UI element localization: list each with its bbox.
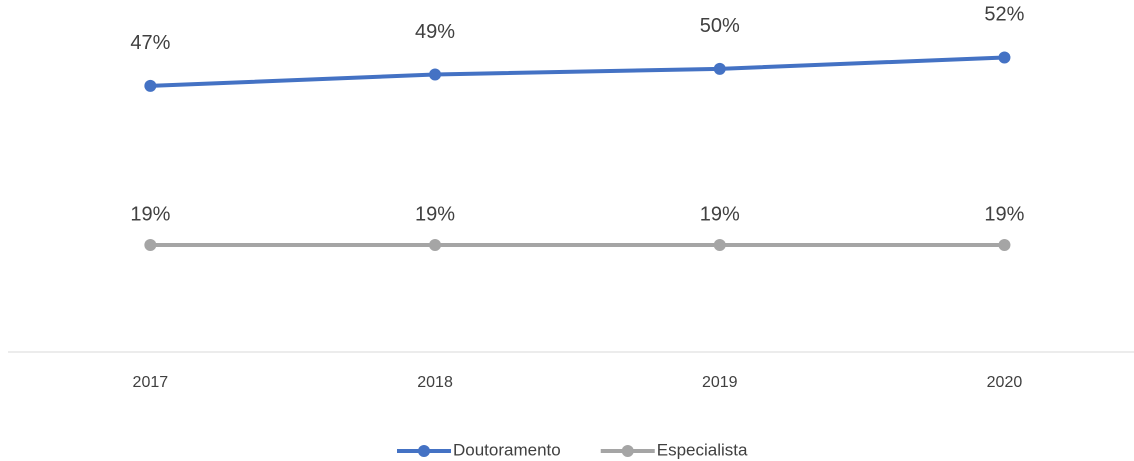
x-tick-label: 2018 [417, 374, 453, 391]
x-tick-label: 2019 [702, 374, 738, 391]
legend-marker [418, 445, 430, 457]
data-point [998, 51, 1011, 64]
data-label: 19% [415, 203, 455, 225]
x-tick-label: 2017 [133, 374, 169, 391]
legend-label: Especialista [657, 440, 748, 459]
series-line [148, 55, 1007, 88]
data-label: 19% [700, 203, 740, 225]
legend-marker [621, 445, 634, 457]
data-point [144, 79, 157, 92]
x-tick-label: 2020 [987, 374, 1023, 391]
data-label: 49% [415, 21, 455, 43]
data-label: 19% [130, 203, 170, 225]
legend-label: Doutoramento [453, 440, 561, 459]
data-point [429, 239, 442, 252]
data-label: 52% [984, 4, 1024, 26]
data-point [429, 68, 442, 81]
data-point [998, 239, 1011, 252]
data-label: 47% [130, 32, 170, 54]
data-label: 50% [700, 15, 740, 37]
data-point [713, 239, 726, 252]
data-label: 19% [984, 203, 1024, 225]
data-point [713, 62, 726, 75]
data-point [144, 239, 157, 252]
